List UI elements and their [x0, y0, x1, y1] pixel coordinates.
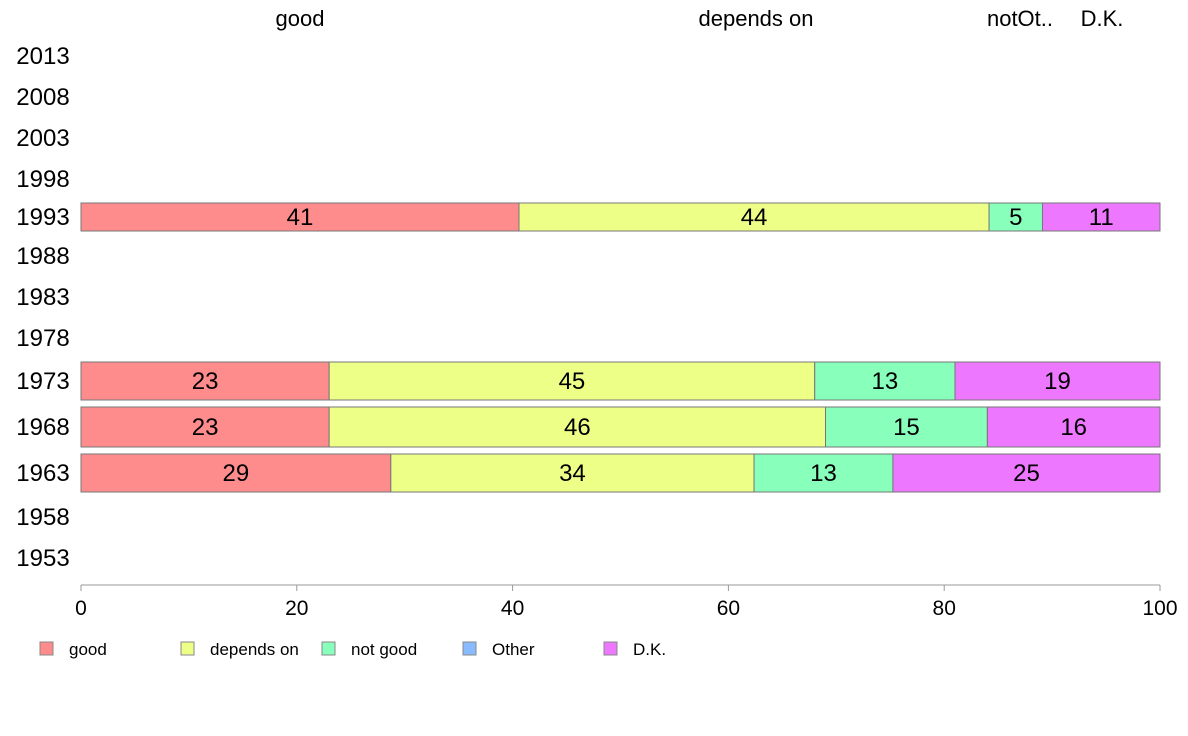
top-category-labels: good depends on notOt.. D.K.	[276, 6, 1124, 31]
top-label: good	[276, 6, 325, 31]
legend-label: not good	[351, 640, 417, 659]
bar-segment	[80, 406, 330, 448]
x-tick-label: 100	[1142, 597, 1177, 620]
bar-segment	[328, 406, 827, 448]
x-tick-label: 20	[285, 597, 308, 620]
year-label: 1998	[16, 166, 69, 193]
x-axis: 0 20 40 60 80 100	[75, 584, 1178, 620]
top-label: notOt..	[987, 6, 1053, 31]
year-label: 1963	[16, 460, 69, 487]
year-label: 2003	[16, 125, 69, 152]
year-label: 2008	[16, 84, 69, 111]
year-label: 1953	[16, 545, 69, 572]
legend-label: depends on	[210, 640, 299, 659]
data-label: 29	[223, 460, 250, 487]
year-label: 1973	[16, 368, 69, 395]
data-label: 5	[1009, 204, 1022, 231]
year-label: 1958	[16, 504, 69, 531]
bar-segments	[80, 202, 1161, 493]
top-label: D.K.	[1081, 6, 1124, 31]
x-tick-label: 80	[933, 597, 956, 620]
year-label: 1993	[16, 204, 69, 231]
legend-swatch	[603, 641, 618, 656]
year-label: 1968	[16, 414, 69, 441]
bar-value-labels: 41 44 5 11 23 45 13 19 23 46 15 16 29 34 13 25	[192, 204, 1114, 487]
year-axis-labels: 2013 2008 2003 1998 1993 1988 1983 1978 1973 1968…	[16, 43, 69, 572]
year-label: 1978	[16, 325, 69, 352]
bar-segment	[988, 202, 1043, 232]
bar-segment	[954, 361, 1161, 401]
legend-label: D.K.	[633, 640, 666, 659]
top-label: depends on	[699, 6, 814, 31]
year-label: 1988	[16, 243, 69, 270]
bar-segment	[390, 453, 755, 493]
data-label: 34	[559, 460, 586, 487]
data-label: 44	[741, 204, 768, 231]
x-tick-label: 40	[501, 597, 524, 620]
bar-segment	[80, 453, 392, 493]
year-label: 1983	[16, 284, 69, 311]
bar-segment	[80, 361, 330, 401]
data-label: 13	[872, 368, 899, 395]
legend-swatch	[321, 641, 336, 656]
bar-segment	[328, 361, 816, 401]
x-tick-label: 60	[717, 597, 740, 620]
legend-label: Other	[492, 640, 535, 659]
data-label: 41	[287, 204, 314, 231]
data-label: 45	[559, 368, 586, 395]
legend-swatch	[462, 641, 477, 656]
legend: good depends on not good Other D.K.	[39, 640, 666, 659]
data-label: 15	[893, 414, 920, 441]
data-label: 19	[1044, 368, 1071, 395]
bar-segment	[892, 453, 1161, 493]
data-label: 46	[564, 414, 591, 441]
legend-label: good	[69, 640, 107, 659]
data-label: 25	[1013, 460, 1040, 487]
bar-segment	[986, 406, 1161, 448]
legend-swatch	[39, 641, 54, 656]
bar-segment	[80, 202, 520, 232]
legend-swatch	[180, 641, 195, 656]
x-tick-label: 0	[75, 597, 87, 620]
data-label: 23	[192, 414, 219, 441]
bar-segment	[518, 202, 990, 232]
data-label: 13	[810, 460, 837, 487]
bar-segment	[1041, 202, 1161, 232]
data-label: 11	[1089, 204, 1114, 231]
data-label: 23	[192, 368, 219, 395]
data-label: 16	[1060, 414, 1087, 441]
bar-segment	[814, 361, 956, 401]
year-label: 2013	[16, 43, 69, 70]
